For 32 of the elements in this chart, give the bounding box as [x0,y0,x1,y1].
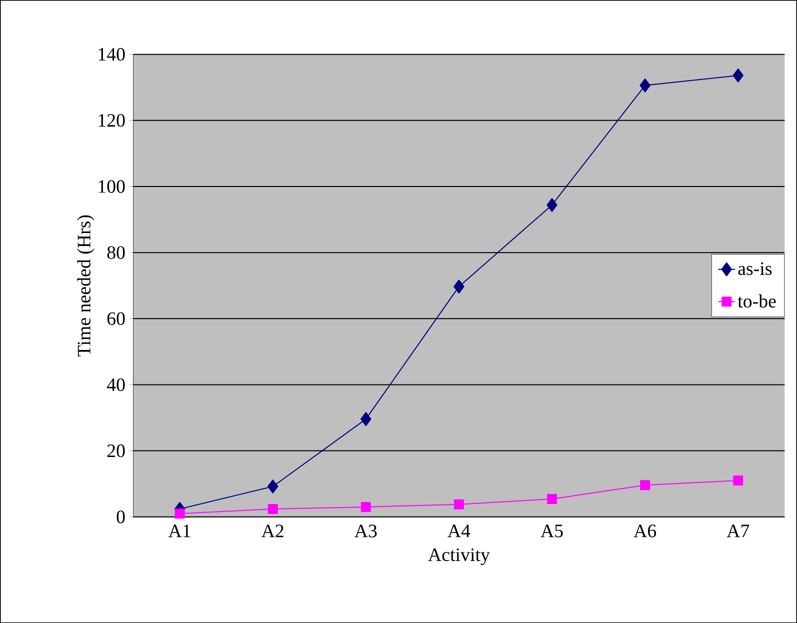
point [360,412,372,426]
point [454,280,464,294]
y-tick-label: 20 [107,444,125,458]
x-tick-label: A6 [634,524,656,538]
point [267,479,278,494]
y-tick-label: 100 [98,180,125,193]
point [547,494,557,504]
legend-label: as-is [738,262,772,275]
point [174,508,185,518]
y-tick-label: 120 [98,114,125,127]
x-tick-label: A7 [726,524,750,538]
y-tick-label: 80 [107,246,125,259]
x-tick-label: A4 [448,524,470,538]
legend-label: to-be [738,294,776,308]
x-axis-title: Activity [428,548,490,565]
y-tick-label: 140 [98,48,125,61]
y-tick-label: 60 [107,312,125,325]
y-tick-label: 0 [116,510,125,524]
x-tick-label: A1 [168,524,190,538]
point [733,475,744,486]
point [546,198,558,212]
x-tick-label: A2 [261,524,284,538]
x-tick-label: A3 [354,524,377,538]
y-axis-title: Time needed (Hrs) [77,215,94,356]
point [732,68,744,82]
point [454,499,464,510]
point [360,502,371,512]
point [640,480,650,490]
point [268,504,278,514]
point [640,78,650,92]
x-tick-label: A5 [540,524,563,538]
y-tick-label: 40 [106,378,125,392]
